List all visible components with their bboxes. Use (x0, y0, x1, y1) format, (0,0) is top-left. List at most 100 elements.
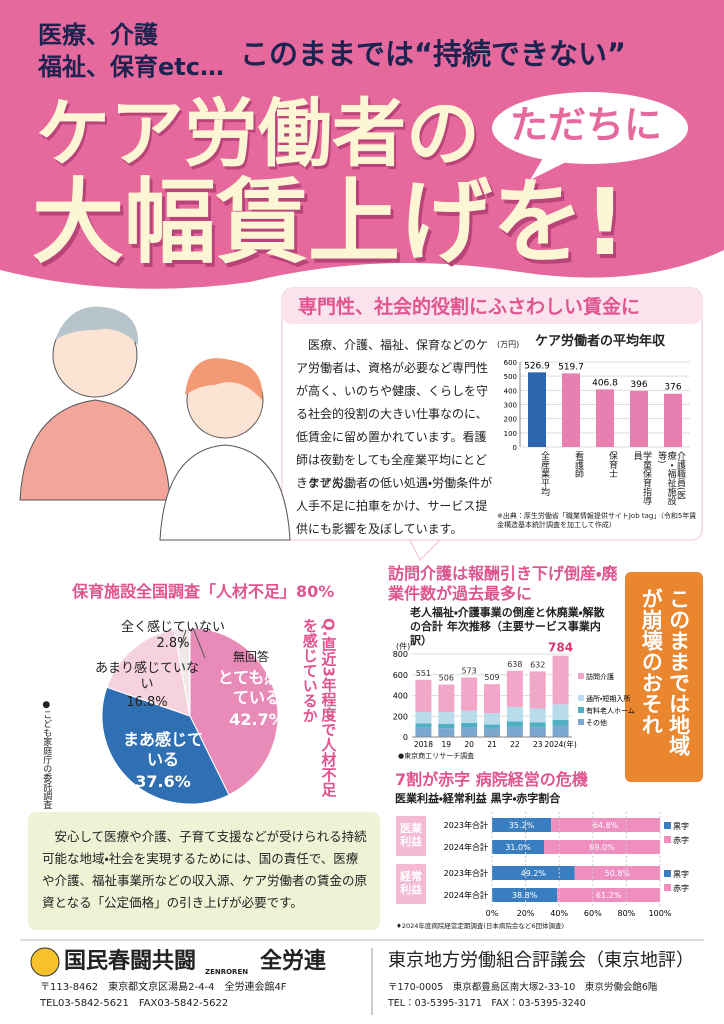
pie-label: あまり感じていない (94, 661, 199, 693)
chart-source: ●東京商工リサーチ調査 (398, 752, 475, 760)
bar-segment (552, 719, 569, 726)
legend-label: 黒字 (673, 870, 689, 879)
value-label: 69.0% (589, 843, 615, 852)
legend-label: 訪問介護 (586, 672, 614, 681)
bar-segment (484, 713, 500, 725)
footer-org1: 国民春闘共闘 (64, 949, 197, 974)
bar (562, 373, 580, 447)
header-title1: ケア労働者の (36, 91, 480, 177)
footer-org2-en: ZENROREN (205, 968, 249, 976)
bar-segment (557, 888, 660, 902)
hospital-heading: 7割が赤字 病院経営の危機 (395, 770, 588, 789)
y-tick-label: 600 (504, 359, 517, 367)
chart-source: ※出典：厚生労働省「職業情報提供サイトJob tag」（令和5年賃金構造基本統計… (497, 512, 697, 530)
x-tick-label: 介護職員(医療・福祉施設等) (656, 451, 685, 505)
pie-value-label: 37.6% (135, 772, 191, 791)
section-paragraph: 医療、介護、福祉、保育などのケア労働者は、資格が必要など専門性が高く、いのちや健… (296, 338, 489, 490)
x-tick-label: 21 (487, 740, 497, 749)
bar-segment (461, 727, 478, 737)
x-tick-label: 看護師 (573, 451, 583, 478)
nurse-hair (185, 358, 263, 400)
group-label: 経常利益 (400, 870, 422, 897)
bar-segment (415, 679, 432, 713)
bar-segment (552, 655, 569, 705)
leader-line (192, 627, 206, 659)
bubble (492, 92, 688, 164)
y-tick-label: 500 (504, 373, 517, 381)
x-tick-label: 全産業平均 (539, 451, 549, 496)
bar-segment (552, 725, 569, 737)
bar-segment (544, 840, 660, 854)
y-tick-label: 800 (393, 650, 408, 659)
bar (664, 393, 682, 447)
legend-swatch (578, 695, 584, 701)
axis-unit: (万円) (497, 340, 520, 349)
message-box (28, 812, 380, 930)
y-tick-label: 2023年合計 (444, 820, 488, 830)
section-heading-bg (282, 288, 702, 324)
total-label: 509 (484, 673, 499, 682)
header-title2: 大幅賃上げを! (32, 169, 626, 276)
bar (630, 390, 648, 447)
chart-source: ♦2024年度病院経営定期調査(日本病院会など6団体調査) (396, 922, 565, 930)
chart-title: ケア労働者の平均年収 (535, 334, 666, 349)
x-tick-label: 2024(年) (544, 739, 577, 749)
illustration (19, 306, 291, 541)
y-tick-label: 400 (504, 387, 517, 395)
x-tick-label: 40% (550, 909, 568, 918)
side-note: このままでは地域が崩壊のおそれ (639, 588, 691, 756)
legend-label: その他 (586, 718, 607, 727)
pie-source: ●こども家庭庁の委託調査 (41, 700, 52, 809)
pie-label: まあ感じている (122, 730, 203, 769)
x-tick-label: 23 (533, 740, 543, 749)
bar-segment (492, 840, 545, 854)
total-label: 506 (439, 674, 454, 683)
leader-line (179, 629, 187, 649)
pie-slice (106, 628, 191, 717)
value-label: 49.2% (521, 869, 547, 878)
value-label: 406.8 (592, 378, 618, 388)
header-slogan: このままでは“持続できない” (240, 37, 627, 71)
x-tick-label: 22 (510, 740, 520, 749)
pie-question: Q.直近3年程度で人材不足を感じているか (300, 618, 338, 797)
section-heading: 専門性、社会的役割にふさわしい賃金に (298, 296, 641, 318)
footer-address: 〒113-8462 東京都文京区湯島2-4-4 全労連会館4F (40, 982, 287, 993)
value-label: 396 (630, 380, 647, 390)
pie-label: とても感じている (217, 668, 297, 707)
bar-segment (461, 710, 478, 723)
bar-segment (492, 866, 575, 880)
pie-slice (188, 627, 191, 717)
group-label: 医業利益 (400, 822, 422, 849)
value-label: 61.2% (596, 891, 622, 900)
section-paragraph: ケア労働者の低い処遇・労働条件が人手不足に拍車をかけ、サービス提供にも影響を及ぼ… (296, 476, 493, 536)
x-tick-label: 0% (486, 909, 499, 918)
value-label: 64.8% (593, 821, 619, 830)
pie-slice (101, 686, 230, 805)
bar-segment (506, 726, 523, 737)
doctor-hair (55, 306, 139, 345)
total-label: 632 (530, 660, 545, 669)
doctor-body (19, 399, 171, 501)
bar-segment (506, 670, 523, 707)
bar-segment (484, 728, 500, 737)
y-tick-label: 200 (504, 416, 517, 424)
bar-segment (438, 728, 455, 737)
bar-segment (552, 704, 569, 720)
pie-label: 全く感じていない (120, 620, 225, 635)
value-label: 526.9 (524, 361, 550, 371)
care-title: 老人福祉・介護事業の倒産と休廃業・解散の合計 年次推移（主要サービス事業内訳） (410, 606, 605, 647)
x-tick-label: 60% (584, 909, 602, 918)
legend-swatch (578, 673, 584, 679)
value-label: 50.8% (605, 869, 631, 878)
total-label: 638 (507, 660, 522, 669)
value-label: 376 (664, 383, 681, 393)
legend-label: 赤字 (673, 836, 689, 845)
bar-segment (529, 708, 546, 723)
pie-value-label: 16.8% (126, 695, 168, 710)
bubble-tail (530, 155, 570, 180)
x-tick-label: 19 (442, 740, 452, 749)
care-heading: 訪問介護は報酬引き下げ倒産・廃業件数が過去最多に (388, 564, 618, 603)
legend-swatch (578, 719, 584, 725)
header-line2: 福祉、保育etc… (38, 53, 224, 81)
header-bubble: ただちに (510, 103, 663, 147)
